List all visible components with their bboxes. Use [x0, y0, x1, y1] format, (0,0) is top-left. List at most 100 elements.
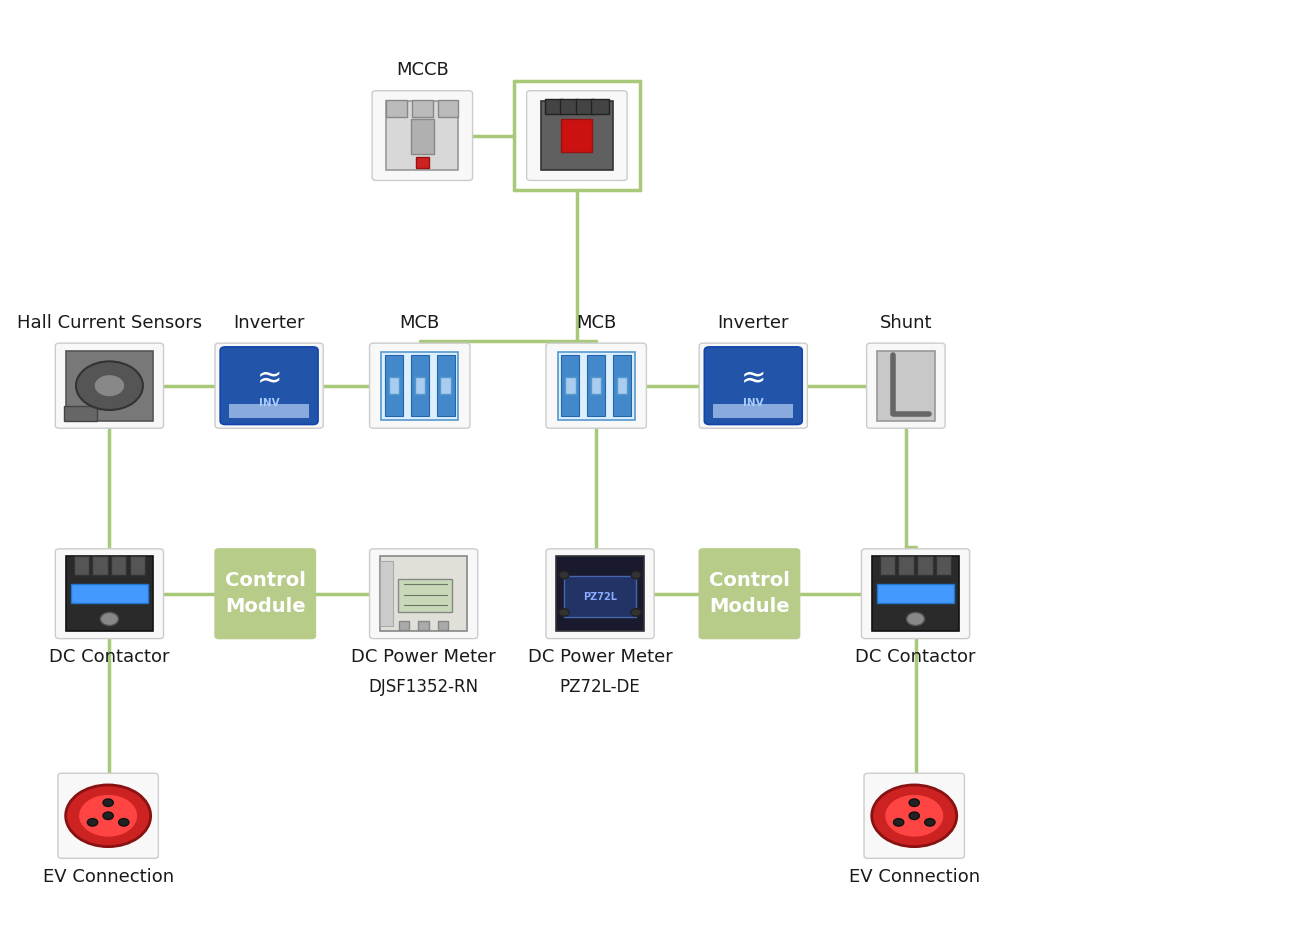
FancyBboxPatch shape — [220, 347, 318, 424]
Text: PZ72L: PZ72L — [583, 592, 617, 601]
Circle shape — [630, 571, 641, 579]
Bar — [71, 584, 149, 603]
FancyBboxPatch shape — [546, 549, 654, 639]
Text: DJSF1352-RN: DJSF1352-RN — [368, 678, 479, 696]
Bar — [386, 355, 403, 416]
Bar — [871, 556, 959, 631]
Bar — [397, 579, 451, 612]
Text: DC Power Meter: DC Power Meter — [528, 648, 672, 666]
Text: INV: INV — [744, 397, 763, 408]
FancyBboxPatch shape — [372, 91, 472, 180]
Text: Control
Module: Control Module — [709, 571, 790, 616]
Circle shape — [87, 819, 97, 827]
FancyBboxPatch shape — [699, 343, 807, 428]
Text: DC Contactor: DC Contactor — [855, 648, 975, 666]
FancyBboxPatch shape — [58, 773, 158, 858]
Bar — [66, 351, 153, 421]
Circle shape — [909, 798, 920, 806]
Bar — [558, 352, 634, 420]
FancyBboxPatch shape — [867, 343, 945, 428]
Text: EV Connection: EV Connection — [42, 868, 174, 885]
Bar — [880, 556, 895, 575]
Text: PZ72L-DE: PZ72L-DE — [559, 678, 641, 696]
Text: Inverter: Inverter — [233, 314, 305, 332]
Text: EV Connection: EV Connection — [849, 868, 980, 885]
Bar — [587, 355, 605, 416]
Bar — [388, 377, 399, 395]
Bar — [562, 119, 592, 152]
Text: Inverter: Inverter — [717, 314, 790, 332]
FancyBboxPatch shape — [699, 549, 800, 639]
FancyBboxPatch shape — [704, 347, 803, 424]
Bar — [441, 377, 450, 395]
Bar — [387, 101, 458, 170]
FancyBboxPatch shape — [370, 549, 478, 639]
Bar — [411, 119, 434, 154]
Bar — [899, 556, 913, 575]
FancyBboxPatch shape — [55, 343, 163, 428]
Circle shape — [559, 571, 569, 579]
Text: Shunt: Shunt — [879, 314, 932, 332]
FancyBboxPatch shape — [370, 343, 470, 428]
Text: Control
Module: Control Module — [225, 571, 305, 616]
Circle shape — [103, 798, 113, 806]
Circle shape — [93, 374, 125, 396]
Circle shape — [894, 819, 904, 827]
Circle shape — [103, 812, 113, 819]
Bar — [415, 377, 425, 395]
Circle shape — [79, 794, 138, 838]
Bar — [591, 99, 609, 114]
Bar — [438, 100, 458, 117]
Bar — [399, 621, 409, 630]
Text: MCB: MCB — [576, 314, 616, 332]
Bar — [876, 584, 954, 603]
Bar — [566, 377, 575, 395]
FancyBboxPatch shape — [865, 773, 965, 858]
Bar — [575, 99, 594, 114]
Text: MCCB: MCCB — [396, 62, 449, 79]
Circle shape — [630, 609, 641, 616]
Circle shape — [884, 794, 944, 838]
Bar — [565, 576, 636, 617]
Bar — [617, 377, 628, 395]
Bar — [562, 355, 579, 416]
Circle shape — [100, 612, 118, 626]
Bar — [917, 556, 933, 575]
Bar — [613, 355, 630, 416]
Bar — [64, 406, 96, 421]
Bar — [412, 100, 433, 117]
Bar — [418, 621, 429, 630]
Bar — [936, 556, 951, 575]
Bar — [437, 355, 454, 416]
Bar — [92, 556, 108, 575]
Circle shape — [76, 362, 143, 410]
Bar — [380, 561, 392, 626]
Bar — [545, 99, 563, 114]
Bar — [416, 157, 429, 168]
Circle shape — [66, 785, 150, 847]
Circle shape — [118, 819, 129, 827]
Bar — [438, 621, 447, 630]
Bar — [130, 556, 145, 575]
Text: DC Power Meter: DC Power Meter — [351, 648, 496, 666]
Bar — [591, 377, 601, 395]
Text: ≈: ≈ — [741, 364, 766, 393]
Circle shape — [871, 785, 957, 847]
Bar — [411, 355, 429, 416]
Bar — [229, 404, 309, 418]
Text: DC Contactor: DC Contactor — [49, 648, 170, 666]
FancyBboxPatch shape — [55, 549, 163, 639]
Circle shape — [907, 612, 925, 626]
Bar — [66, 556, 153, 631]
Bar — [876, 351, 934, 421]
Circle shape — [909, 812, 920, 819]
FancyBboxPatch shape — [215, 549, 316, 639]
Bar — [382, 352, 458, 420]
Circle shape — [559, 609, 569, 616]
FancyBboxPatch shape — [526, 91, 628, 180]
Text: Hall Current Sensors: Hall Current Sensors — [17, 314, 201, 332]
Bar — [387, 100, 407, 117]
Circle shape — [925, 819, 934, 827]
Bar — [380, 556, 467, 631]
FancyBboxPatch shape — [215, 343, 324, 428]
